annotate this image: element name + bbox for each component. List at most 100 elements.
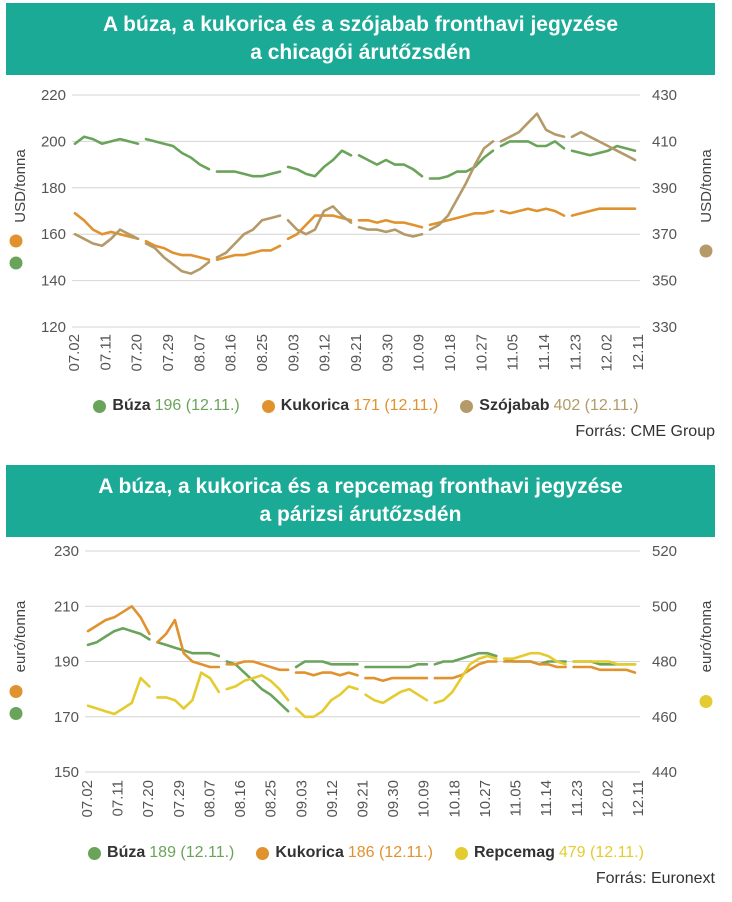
chart-title-line2: a chicagói árutőzsdén xyxy=(250,41,471,64)
y-tick-label-left: 230 xyxy=(54,543,79,560)
y-tick-label-right: 480 xyxy=(652,654,677,671)
axis-series-marker xyxy=(699,244,713,258)
series-line-kukorica xyxy=(572,665,637,674)
series-line-búza xyxy=(86,627,151,647)
legend-series-name: Repcemag xyxy=(473,844,555,861)
series-line-kukorica xyxy=(73,212,140,241)
series-line-búza xyxy=(570,144,637,157)
series-line-szójabab xyxy=(73,228,140,248)
y-tick-label-left: 140 xyxy=(41,273,66,290)
chart-title: A búza, a kukorica és a szójabab frontha… xyxy=(6,3,715,75)
x-tick-label: 09.21 xyxy=(355,780,372,818)
series-line-repcemag xyxy=(86,676,151,716)
x-tick-label: 08.16 xyxy=(223,334,240,372)
y-tick-label-left: 200 xyxy=(41,133,66,150)
y-axis-label-left: USD/tonna xyxy=(12,149,29,223)
chart-legend: Búza 196 (12.11.) Kukorica 171 (12.11.) Szój… xyxy=(0,395,732,417)
series-line-repcemag xyxy=(225,674,290,702)
y-tick-label-left: 180 xyxy=(41,180,66,197)
series-line-repcemag xyxy=(294,685,359,719)
series-line-búza xyxy=(499,140,566,150)
y-tick-label-right: 350 xyxy=(652,273,677,290)
y-tick-label-right: 440 xyxy=(652,764,677,781)
series-line-búza xyxy=(73,135,140,145)
x-tick-label: 08.16 xyxy=(232,780,249,818)
series-line-szójabab xyxy=(428,140,495,231)
y-tick-label-right: 390 xyxy=(652,180,677,197)
chart-title-line2: a párizsi árutőzsdén xyxy=(259,503,462,526)
legend-dot xyxy=(88,846,102,860)
legend-series-name: Búza xyxy=(112,397,151,414)
x-tick-label: 07.02 xyxy=(79,780,96,818)
legend-dot xyxy=(261,399,275,413)
line-chart-paris: 150 440 170 460 190 480 210 500 230 520 07.02 07.11… xyxy=(9,543,715,818)
x-tick-label: 10.09 xyxy=(416,780,433,818)
series-line-kukorica xyxy=(86,605,151,636)
x-tick-label: 07.29 xyxy=(160,334,177,372)
y-tick-label-right: 330 xyxy=(652,319,677,336)
series-line-búza xyxy=(144,137,211,171)
x-tick-label: 08.25 xyxy=(263,780,280,818)
series-line-kukorica xyxy=(294,671,359,677)
series-line-búza xyxy=(357,154,424,178)
x-tick-label: 12.02 xyxy=(599,780,616,818)
series-line-kukorica xyxy=(144,239,211,262)
legend-series-value: 479 (12.11.) xyxy=(558,844,644,861)
legend-series-name: Búza xyxy=(107,844,146,861)
x-tick-label: 11.05 xyxy=(505,334,522,370)
legend-dot xyxy=(93,399,107,413)
chart-title: A búza, a kukorica és a repcemag frontha… xyxy=(6,465,715,537)
series-line-repcemag xyxy=(364,687,429,705)
legend-series-value: 189 (12.11.) xyxy=(149,844,235,861)
series-line-repcemag xyxy=(502,651,567,666)
series-line-kukorica xyxy=(499,207,566,217)
legend-series-name: Kukorica xyxy=(280,397,350,414)
chart-title-line1: A búza, a kukorica és a szójabab frontha… xyxy=(102,13,619,36)
line-chart-chicago: 120 330 140 350 160 370 180 390 200 410 220 430 07.0… xyxy=(9,87,715,372)
x-tick-label: 08.07 xyxy=(191,334,208,372)
series-line-kukorica xyxy=(215,244,282,262)
axis-series-marker xyxy=(9,234,23,248)
series-line-búza xyxy=(286,149,353,178)
x-tick-label: 11.23 xyxy=(567,334,584,370)
legend-item: Szójabab 402 (12.11.) xyxy=(460,395,639,417)
source-note: Forrás: CME Group xyxy=(575,423,715,440)
series-line-kukorica xyxy=(502,660,567,669)
x-tick-label: 07.11 xyxy=(97,334,114,370)
series-line-kukorica xyxy=(156,618,221,669)
chart-panel-chicago: A búza, a kukorica és a szójabab frontha… xyxy=(0,0,732,450)
x-tick-label: 11.14 xyxy=(538,780,555,816)
y-tick-label-left: 150 xyxy=(54,764,79,781)
x-tick-label: 07.02 xyxy=(66,334,83,372)
x-tick-label: 09.03 xyxy=(293,780,310,818)
y-tick-label-left: 210 xyxy=(54,598,79,615)
x-tick-label: 09.30 xyxy=(379,334,396,372)
y-tick-label-left: 160 xyxy=(41,226,66,243)
axis-series-marker xyxy=(9,256,23,270)
series-line-szójabab xyxy=(499,112,566,143)
series-line-kukorica xyxy=(570,207,637,217)
x-tick-label: 07.20 xyxy=(140,780,157,818)
x-tick-label: 11.05 xyxy=(508,780,525,816)
legend-dot xyxy=(256,846,270,860)
legend-series-name: Szójabab xyxy=(479,397,550,414)
x-tick-label: 09.12 xyxy=(317,334,334,372)
x-tick-label: 09.03 xyxy=(285,334,302,372)
y-tick-label-right: 460 xyxy=(652,709,677,726)
series-line-búza xyxy=(294,660,359,669)
legend-series-value: 171 (12.11.) xyxy=(353,397,439,414)
x-tick-label: 10.18 xyxy=(442,334,459,372)
y-axis-label-right: USD/tonna xyxy=(698,149,715,223)
legend-dot xyxy=(460,399,474,413)
y-tick-label-right: 370 xyxy=(652,226,677,243)
series-line-szójabab xyxy=(570,130,637,162)
x-tick-label: 11.23 xyxy=(569,780,586,816)
series-line-búza xyxy=(215,170,282,178)
y-tick-label-right: 410 xyxy=(652,133,677,150)
series-line-búza xyxy=(433,651,498,666)
x-tick-label: 07.29 xyxy=(171,780,188,818)
series-line-búza xyxy=(364,663,429,669)
series-line-búza xyxy=(225,660,290,713)
y-axis-label-left: euró/tonna xyxy=(12,600,29,672)
x-tick-label: 08.25 xyxy=(254,334,271,372)
